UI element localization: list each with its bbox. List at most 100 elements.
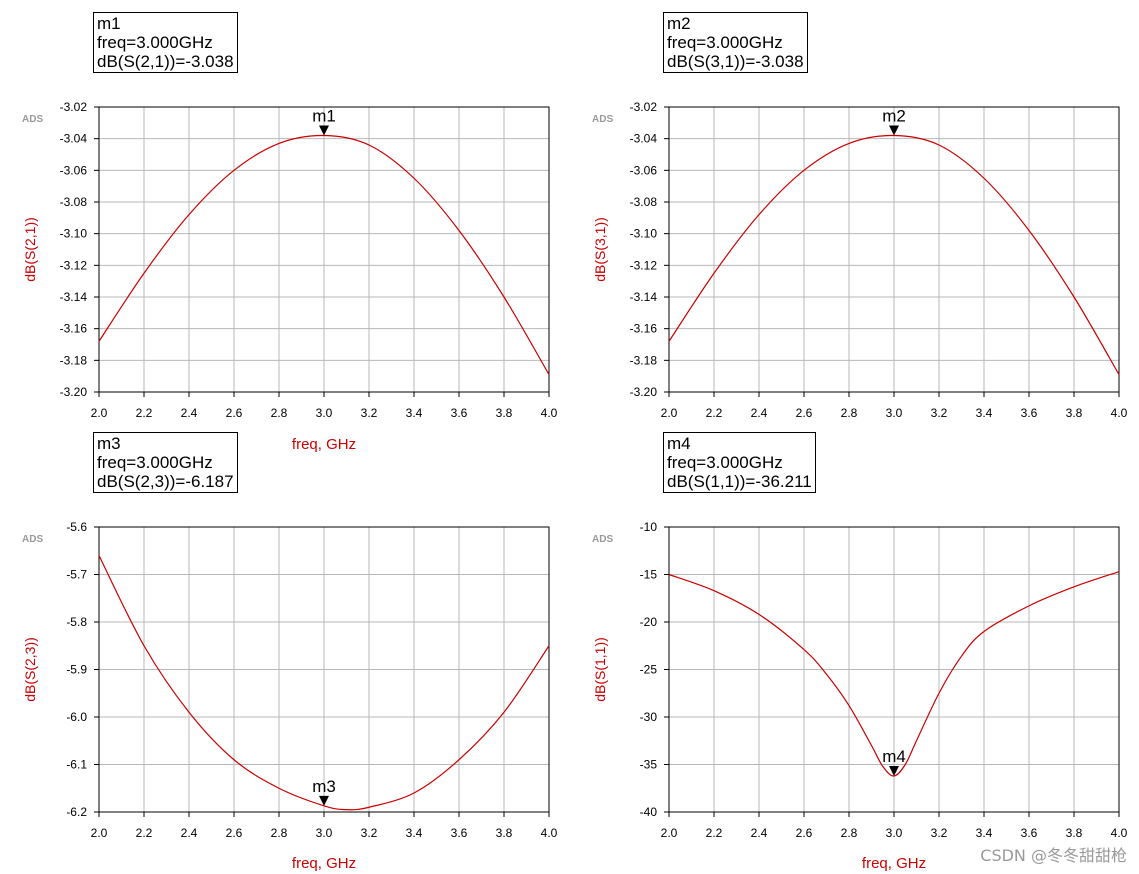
y-tick-label: -3.18 (630, 353, 658, 367)
y-tick-label: -3.14 (60, 290, 88, 304)
x-tick-label: 2.6 (796, 406, 813, 420)
x-tick-label: 2.8 (271, 826, 288, 840)
x-tick-label: 2.6 (226, 826, 243, 840)
ads-logo: ADS (592, 534, 613, 545)
ads-logo: ADS (22, 114, 43, 125)
y-tick-label: -6.0 (66, 710, 87, 724)
series-line (668, 134, 1120, 375)
y-tick-label: -3.08 (60, 195, 88, 209)
x-tick-label: 2.0 (661, 406, 678, 420)
marker-label: m1 (312, 107, 336, 126)
marker-readout-line: dB(S(3,1))=-3.038 (667, 52, 804, 71)
x-tick-label: 3.2 (361, 826, 378, 840)
x-tick-label: 3.0 (316, 826, 333, 840)
plot-frame (668, 526, 1120, 813)
marker-label: m4 (882, 747, 906, 766)
x-tick-label: 2.4 (751, 406, 768, 420)
y-tick-label: -3.12 (630, 258, 658, 272)
marker-readout-box: m2 freq=3.000GHz dB(S(3,1))=-3.038 (663, 12, 808, 73)
y-tick-label: -40 (640, 805, 658, 819)
x-tick-label: 3.6 (451, 406, 468, 420)
y-tick-label: -3.04 (630, 132, 658, 146)
marker-readout-line: freq=3.000GHz (97, 33, 213, 52)
y-tick-label: -6.1 (66, 758, 87, 772)
x-tick-label: 2.4 (751, 826, 768, 840)
y-tick-label: -3.20 (630, 385, 658, 399)
y-tick-label: -30 (640, 710, 658, 724)
marker-triangle (889, 766, 899, 777)
y-tick-label: -3.12 (60, 258, 88, 272)
x-tick-label: 2.6 (796, 826, 813, 840)
x-tick-label: 2.0 (91, 406, 108, 420)
x-tick-label: 2.0 (661, 826, 678, 840)
x-tick-label: 2.2 (136, 826, 153, 840)
marker-triangle (319, 125, 329, 136)
x-tick-label: 3.2 (361, 406, 378, 420)
y-tick-label: -3.08 (630, 195, 658, 209)
x-tick-label: 3.8 (1066, 406, 1083, 420)
y-tick-label: -3.16 (630, 322, 658, 336)
x-tick-label: 2.8 (841, 406, 858, 420)
marker-readout-line: m2 (667, 14, 691, 33)
marker-triangle (319, 795, 329, 806)
x-tick-label: 3.0 (316, 406, 333, 420)
y-axis-label: dB(S(1,1)) (592, 637, 608, 702)
marker-readout-line: dB(S(2,3))=-6.187 (97, 472, 234, 491)
y-tick-label: -3.18 (60, 353, 88, 367)
y-tick-label: -3.06 (630, 163, 658, 177)
x-tick-label: 3.2 (931, 826, 948, 840)
x-axis-label: freq, GHz (862, 855, 926, 872)
plot-frame (98, 106, 550, 393)
y-tick-label: -20 (640, 615, 658, 629)
x-tick-label: 2.0 (91, 826, 108, 840)
plot-frame (668, 106, 1120, 393)
marker-readout-box: m1 freq=3.000GHz dB(S(2,1))=-3.038 (93, 12, 238, 73)
marker-readout-line: m1 (97, 14, 121, 33)
y-tick-label: -10 (640, 520, 658, 534)
y-tick-label: -5.6 (66, 520, 87, 534)
x-tick-label: 3.0 (886, 406, 903, 420)
marker-readout-line: dB(S(2,1))=-3.038 (97, 52, 234, 71)
y-tick-label: -3.16 (60, 322, 88, 336)
y-tick-label: -5.9 (66, 663, 87, 677)
x-tick-label: 4.0 (541, 826, 558, 840)
x-tick-label: 2.2 (136, 406, 153, 420)
y-tick-label: -3.20 (60, 385, 88, 399)
y-tick-label: -3.14 (630, 290, 658, 304)
x-tick-label: 3.4 (406, 826, 423, 840)
x-tick-label: 2.6 (226, 406, 243, 420)
marker-readout-line: freq=3.000GHz (97, 453, 213, 472)
x-tick-label: 4.0 (541, 406, 558, 420)
x-axis-label: freq, GHz (292, 855, 356, 872)
x-tick-label: 2.2 (706, 826, 723, 840)
x-tick-label: 3.4 (976, 826, 993, 840)
x-tick-label: 3.0 (886, 826, 903, 840)
x-tick-label: 3.8 (1066, 826, 1083, 840)
y-axis-label: dB(S(3,1)) (592, 217, 608, 282)
x-tick-label: 3.4 (406, 406, 423, 420)
marker-readout-box: m3 freq=3.000GHz dB(S(2,3))=-6.187 (93, 432, 238, 493)
x-tick-label: 2.8 (841, 826, 858, 840)
series-line (668, 571, 1120, 777)
watermark: CSDN @冬冬甜甜枪 (980, 846, 1127, 865)
y-tick-label: -3.02 (60, 100, 88, 114)
x-tick-label: 2.4 (181, 406, 198, 420)
marker-readout-line: m3 (97, 434, 121, 453)
plot-frame (98, 526, 550, 813)
ads-logo: ADS (592, 114, 613, 125)
marker-readout-line: freq=3.000GHz (667, 453, 783, 472)
y-tick-label: -3.10 (60, 227, 88, 241)
x-tick-label: 3.6 (451, 826, 468, 840)
y-tick-label: -6.2 (66, 805, 87, 819)
x-tick-label: 3.8 (496, 826, 513, 840)
y-tick-label: -15 (640, 568, 658, 582)
x-tick-label: 2.4 (181, 826, 198, 840)
y-tick-label: -5.7 (66, 568, 87, 582)
y-tick-label: -5.8 (66, 615, 87, 629)
marker-readout-line: freq=3.000GHz (667, 33, 783, 52)
y-tick-label: -3.06 (60, 163, 88, 177)
x-tick-label: 3.8 (496, 406, 513, 420)
x-tick-label: 3.2 (931, 406, 948, 420)
marker-triangle (889, 125, 899, 136)
x-tick-label: 2.2 (706, 406, 723, 420)
